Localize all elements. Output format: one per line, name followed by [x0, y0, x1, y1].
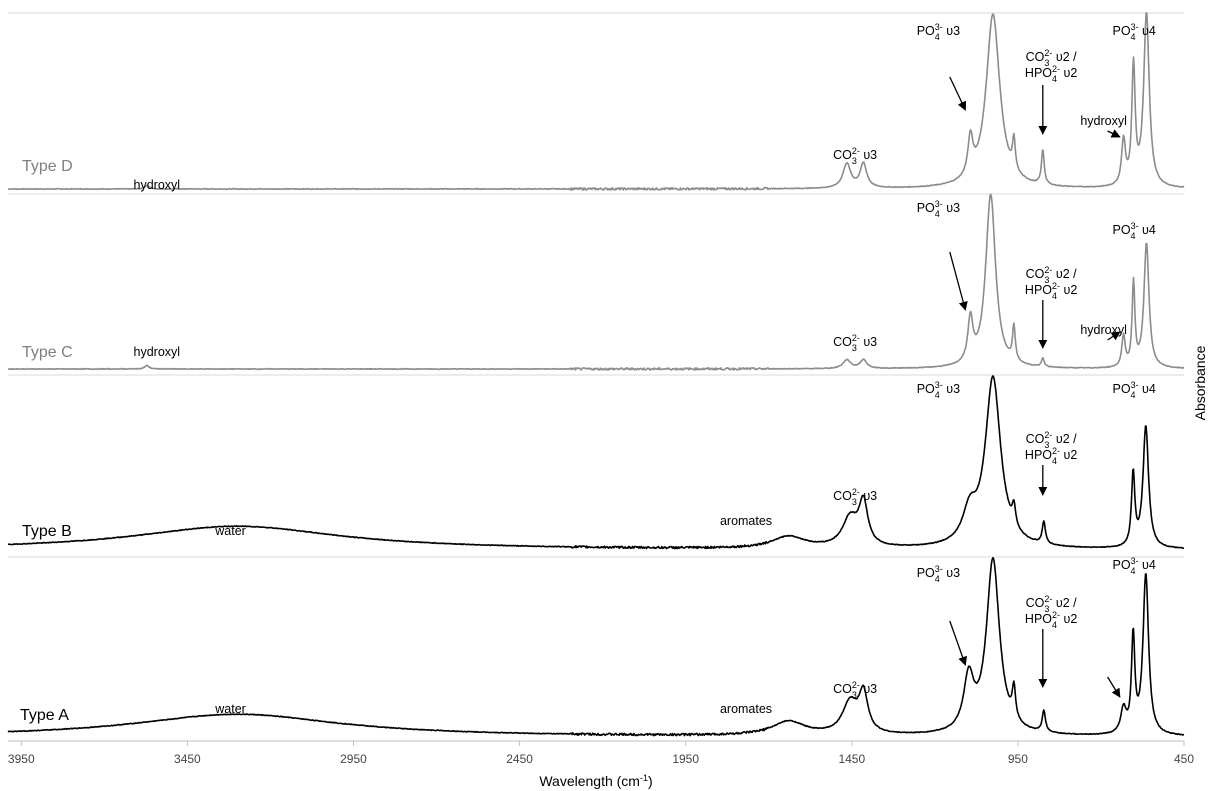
panel-separators — [8, 12, 1184, 558]
spectrum-type-d — [7, 12, 1185, 191]
annotation-label: CO32- υ3 — [833, 487, 877, 507]
series-label: Type B — [22, 523, 72, 540]
x-tick-label: 3950 — [8, 752, 35, 766]
spectrum-type-c — [7, 193, 1185, 371]
annotation-label: CO32- υ2 / — [1026, 265, 1078, 285]
y-axis-title: Absorbance — [1192, 345, 1208, 420]
annotation-arrow — [949, 251, 968, 311]
annotation-label: hydroxyl — [134, 178, 181, 192]
annotation-label: water — [214, 702, 246, 716]
x-axis-title: Wavelength (cm-1) — [539, 773, 652, 789]
annotation-label: PO43- υ3 — [917, 22, 960, 42]
annotation-label: HPO42- υ2 — [1025, 446, 1077, 466]
annotation-label: CO32- υ3 — [833, 333, 877, 353]
x-tick-label: 450 — [1174, 752, 1194, 766]
annotation-label: water — [214, 524, 246, 538]
annotation-label: PO43- υ4 — [1112, 221, 1155, 241]
annotation-arrow — [1107, 331, 1121, 341]
x-tick-label: 1950 — [672, 752, 699, 766]
annotations: Type D hydroxyl CO32- υ3 PO43- υ3 CO32- υ2 /… — [20, 22, 1156, 724]
annotation-label: PO43- υ3 — [917, 564, 960, 584]
annotation-label: hydroxyl — [134, 345, 181, 359]
x-axis: 3950 3450 2950 2450 1950 1450 950 450 Wavelength… — [8, 740, 1194, 789]
x-tick-label: 3450 — [174, 752, 201, 766]
annotation-label: PO43- υ4 — [1112, 22, 1155, 42]
annotation-label: hydroxyl — [1080, 323, 1127, 337]
annotation-label: HPO42- υ2 — [1025, 64, 1077, 84]
spectrum-type-b — [7, 375, 1185, 550]
annotation-label: PO43- υ3 — [917, 380, 960, 400]
annotation-label: CO32- υ2 / — [1026, 48, 1078, 68]
x-tick-label: 1450 — [838, 752, 865, 766]
annotation-label: HPO42- υ2 — [1025, 610, 1077, 630]
annotation-label: hydroxyl — [1080, 114, 1127, 128]
annotation-label: PO43- υ3 — [917, 199, 960, 219]
x-tick-label: 2950 — [340, 752, 367, 766]
annotation-label: aromates — [720, 514, 772, 528]
annotation-label: CO32- υ2 / — [1026, 594, 1078, 614]
annotation-label: aromates — [720, 702, 772, 716]
annotation-label: CO32- υ2 / — [1026, 430, 1078, 450]
annotation-arrow — [1107, 129, 1121, 138]
spectra-lines — [7, 12, 1185, 737]
spectrum-type-a — [7, 557, 1185, 737]
annotation-label: PO43- υ4 — [1112, 556, 1155, 576]
y-axis: Absorbance — [1192, 345, 1208, 420]
annotation-label: CO32- υ3 — [833, 680, 877, 700]
annotation-arrow — [1107, 676, 1121, 698]
annotation-label: HPO42- υ2 — [1025, 281, 1077, 301]
series-label: Type A — [20, 707, 69, 724]
annotation-label: CO32- υ3 — [833, 146, 877, 166]
annotation-arrow — [949, 76, 967, 111]
series-label: Type C — [22, 344, 73, 361]
x-tick-label: 950 — [1008, 752, 1028, 766]
annotation-arrow — [949, 620, 967, 666]
annotation-label: PO43- υ4 — [1112, 380, 1155, 400]
series-label: Type D — [22, 158, 73, 175]
x-tick-label: 2450 — [506, 752, 533, 766]
